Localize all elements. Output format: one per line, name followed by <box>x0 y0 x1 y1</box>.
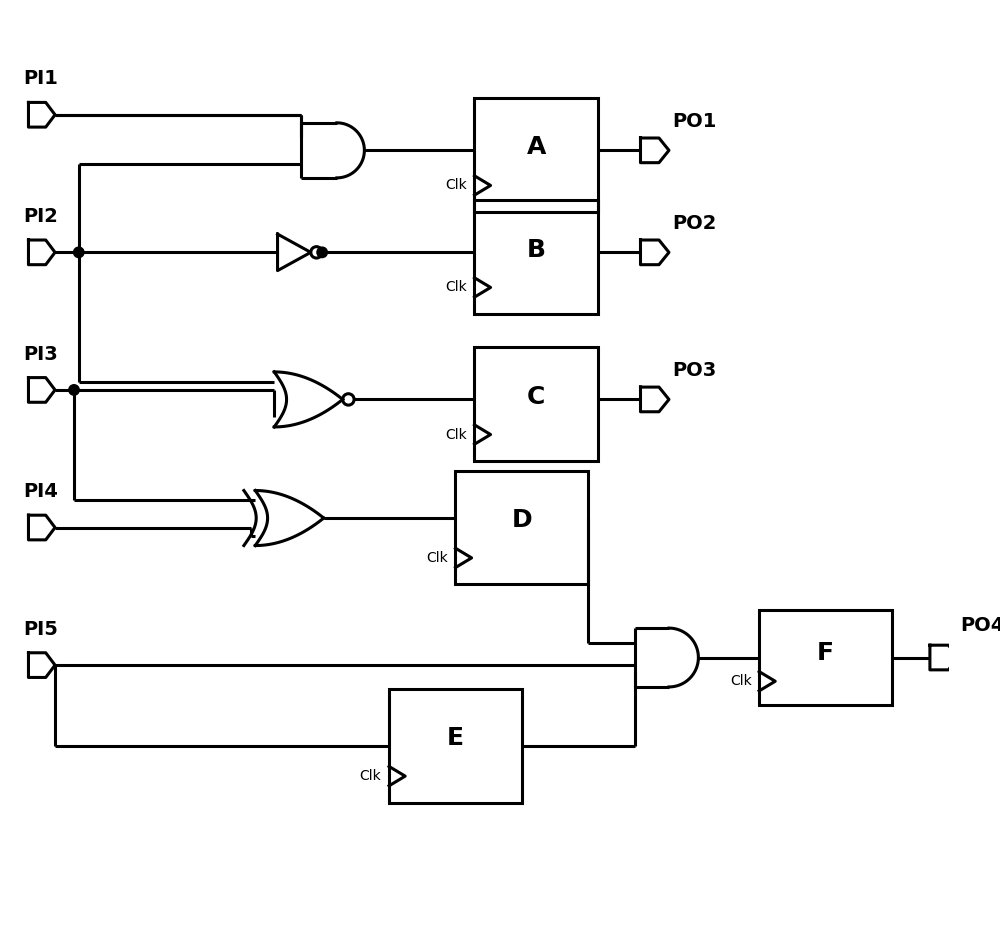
Bar <box>474 347 598 461</box>
Text: Clk: Clk <box>426 551 448 565</box>
Text: C: C <box>527 384 545 408</box>
Text: PO2: PO2 <box>672 214 716 232</box>
Text: PO3: PO3 <box>672 361 716 380</box>
Text: Clk: Clk <box>730 674 752 688</box>
Bar <box>759 610 892 705</box>
Text: Clk: Clk <box>445 179 467 193</box>
Text: PO1: PO1 <box>672 112 716 131</box>
Text: F: F <box>817 641 834 665</box>
Text: E: E <box>447 726 464 750</box>
Text: Clk: Clk <box>445 281 467 294</box>
Text: B: B <box>527 237 546 261</box>
Text: D: D <box>512 508 532 532</box>
Bar <box>389 689 522 803</box>
Text: PI5: PI5 <box>24 619 59 639</box>
Circle shape <box>74 247 84 257</box>
Text: Clk: Clk <box>360 770 381 783</box>
Bar <box>455 470 588 584</box>
Text: PI2: PI2 <box>24 207 59 226</box>
Text: Clk: Clk <box>445 428 467 442</box>
Circle shape <box>317 247 327 257</box>
Text: A: A <box>526 135 546 159</box>
Circle shape <box>69 384 79 395</box>
Text: PI3: PI3 <box>24 344 58 364</box>
Bar <box>474 200 598 314</box>
Bar <box>474 98 598 212</box>
Text: PI4: PI4 <box>24 482 59 501</box>
Text: PO4: PO4 <box>960 616 1000 635</box>
Text: PI1: PI1 <box>24 69 59 88</box>
